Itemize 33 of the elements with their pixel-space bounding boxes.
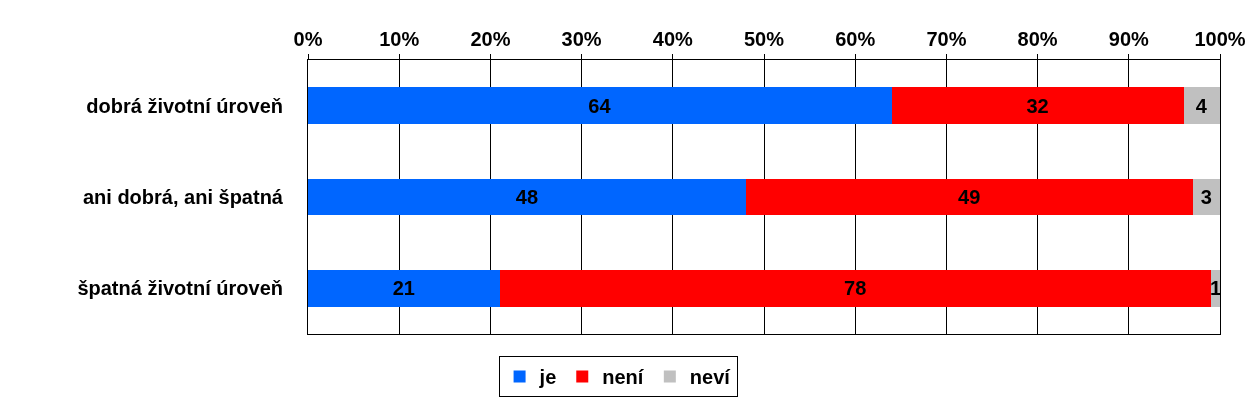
bar: [1183, 87, 1220, 124]
legend-label: je: [538, 366, 557, 389]
data-label: 78: [844, 277, 867, 300]
bar: [499, 270, 1211, 307]
bar: [308, 178, 746, 216]
legend-label: není: [602, 366, 645, 389]
legend-label: neví: [689, 366, 732, 389]
x-tick-label: 90%: [1108, 28, 1150, 50]
x-tick-label: 10%: [379, 28, 420, 50]
y-tick-label: špatná životní úroveň: [77, 277, 283, 300]
bar: [745, 178, 1193, 216]
data-label: 1: [1209, 277, 1221, 300]
bar: [891, 87, 1184, 124]
x-tick-label: 20%: [470, 28, 511, 50]
data-label: 3: [1200, 186, 1212, 208]
data-label: 64: [588, 94, 612, 117]
x-tick-label: 70%: [926, 28, 967, 50]
data-label: 4: [1195, 94, 1208, 117]
x-tick-label: 80%: [1017, 28, 1058, 50]
x-tick-label: 100%: [1194, 28, 1246, 50]
data-label: 32: [1026, 94, 1049, 117]
x-tick-label: 50%: [743, 28, 785, 50]
x-tick-label: 0%: [293, 28, 323, 50]
x-tick-label: 40%: [652, 28, 694, 50]
y-tick-label: ani dobrá, ani špatná: [82, 186, 284, 208]
data-label: 21: [392, 277, 415, 300]
bar: [308, 270, 500, 307]
x-tick-label: 30%: [561, 28, 602, 50]
data-label: 48: [515, 186, 539, 208]
data-label: 49: [958, 186, 981, 208]
y-tick-label: dobrá životní úroveň: [86, 94, 283, 117]
x-tick-label: 60%: [835, 28, 876, 50]
bar: [308, 87, 892, 124]
